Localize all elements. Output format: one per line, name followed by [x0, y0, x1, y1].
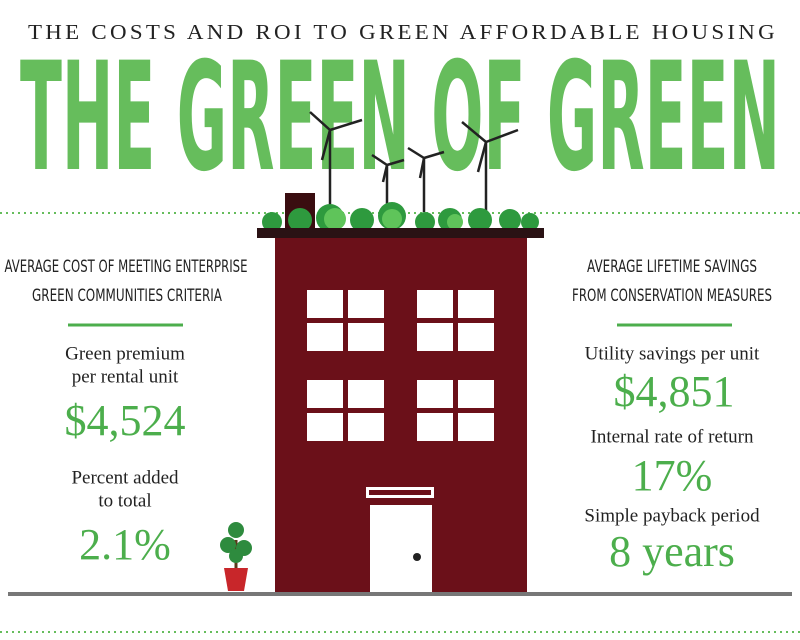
section-heading: AVERAGE COST OF MEETING ENTERPRISE: [5, 257, 248, 277]
stat-value: 8 years: [609, 527, 735, 576]
stat-label: Simple payback period: [584, 505, 760, 526]
stat-label: to total: [98, 490, 151, 511]
stat-label: Green premium: [65, 343, 185, 364]
plant: [220, 522, 252, 591]
section-heading: AVERAGE LIFETIME SAVINGS: [587, 257, 757, 277]
title: THE GREEN OF GREEN: [20, 31, 780, 205]
stat-label: per rental unit: [72, 366, 179, 387]
section-heading: GREEN COMMUNITIES CRITERIA: [32, 286, 222, 306]
stat-value: $4,524: [65, 396, 186, 445]
section-heading: FROM CONSERVATION MEASURES: [572, 286, 772, 306]
stat-label: Percent added: [71, 467, 179, 488]
stat-value: 17%: [632, 451, 713, 500]
stat-label: Internal rate of return: [591, 426, 754, 447]
stat-value: $4,851: [614, 367, 735, 416]
subtitle: THE COSTS AND ROI TO GREEN AFFORDABLE HO…: [28, 20, 778, 44]
stat-label: Utility savings per unit: [585, 343, 760, 364]
stat-value: 2.1%: [79, 520, 171, 569]
building: [257, 193, 544, 594]
wind-turbines: [309, 111, 519, 214]
